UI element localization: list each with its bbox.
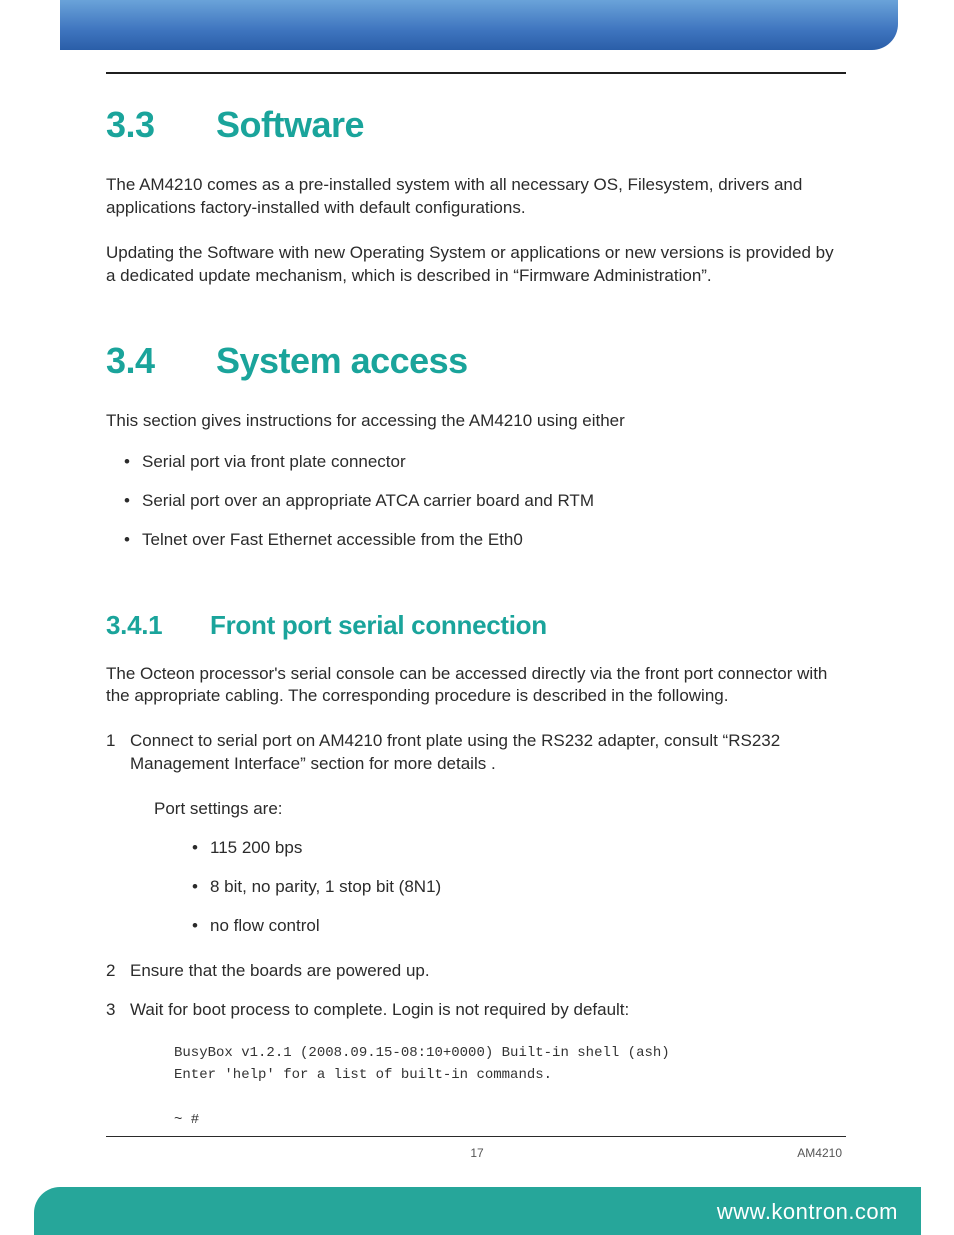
footer-url: www.kontron.com xyxy=(717,1199,898,1225)
bullet-list-34: Serial port via front plate connector Se… xyxy=(106,451,846,552)
list-item: no flow control xyxy=(192,915,846,938)
numbered-steps: Connect to serial port on AM4210 front p… xyxy=(106,730,846,1131)
list-item: 115 200 bps xyxy=(192,837,846,860)
document-page: 3.3Software The AM4210 comes as a pre-in… xyxy=(0,0,954,1235)
list-item: Serial port via front plate connector xyxy=(124,451,846,474)
console-output: BusyBox v1.2.1 (2008.09.15-08:10+0000) B… xyxy=(174,1042,846,1132)
step-1: Connect to serial port on AM4210 front p… xyxy=(106,730,846,938)
list-item: Telnet over Fast Ethernet accessible fro… xyxy=(124,529,846,552)
heading-3-4: 3.4System access xyxy=(106,340,846,382)
footer-model: AM4210 xyxy=(797,1146,842,1160)
header-bar xyxy=(60,0,898,50)
heading-number: 3.3 xyxy=(106,104,216,146)
list-item: Serial port over an appropriate ATCA car… xyxy=(124,490,846,513)
heading-title: System access xyxy=(216,340,468,381)
top-rule xyxy=(106,72,846,74)
footer-rule xyxy=(106,1136,846,1137)
step-text: Wait for boot process to complete. Login… xyxy=(130,1000,629,1019)
content-area: 3.3Software The AM4210 comes as a pre-in… xyxy=(106,72,846,1147)
heading-number: 3.4.1 xyxy=(106,610,210,641)
step-text: Connect to serial port on AM4210 front p… xyxy=(130,731,780,773)
port-settings-label: Port settings are: xyxy=(154,798,846,821)
heading-3-4-1: 3.4.1Front port serial connection xyxy=(106,610,846,641)
para-341: The Octeon processor's serial console ca… xyxy=(106,663,846,709)
heading-title: Software xyxy=(216,104,364,145)
heading-number: 3.4 xyxy=(106,340,216,382)
port-settings-list: 115 200 bps 8 bit, no parity, 1 stop bit… xyxy=(130,837,846,938)
list-item: 8 bit, no parity, 1 stop bit (8N1) xyxy=(192,876,846,899)
step-3: Wait for boot process to complete. Login… xyxy=(106,999,846,1132)
heading-3-3: 3.3Software xyxy=(106,104,846,146)
para-34-intro: This section gives instructions for acce… xyxy=(106,410,846,433)
step-2: Ensure that the boards are powered up. xyxy=(106,960,846,983)
para-33-2: Updating the Software with new Operating… xyxy=(106,242,846,288)
para-33-1: The AM4210 comes as a pre-installed syst… xyxy=(106,174,846,220)
heading-title: Front port serial connection xyxy=(210,610,547,640)
